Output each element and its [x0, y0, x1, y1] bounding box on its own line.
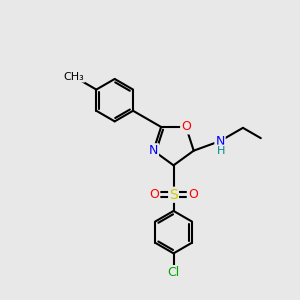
Text: O: O — [181, 121, 191, 134]
Text: N: N — [215, 135, 225, 148]
Text: H: H — [217, 146, 226, 155]
Text: S: S — [169, 188, 178, 202]
Text: CH₃: CH₃ — [64, 72, 84, 82]
Text: N: N — [149, 144, 158, 157]
Text: O: O — [188, 188, 198, 201]
Text: O: O — [149, 188, 159, 201]
Text: Cl: Cl — [167, 266, 180, 279]
